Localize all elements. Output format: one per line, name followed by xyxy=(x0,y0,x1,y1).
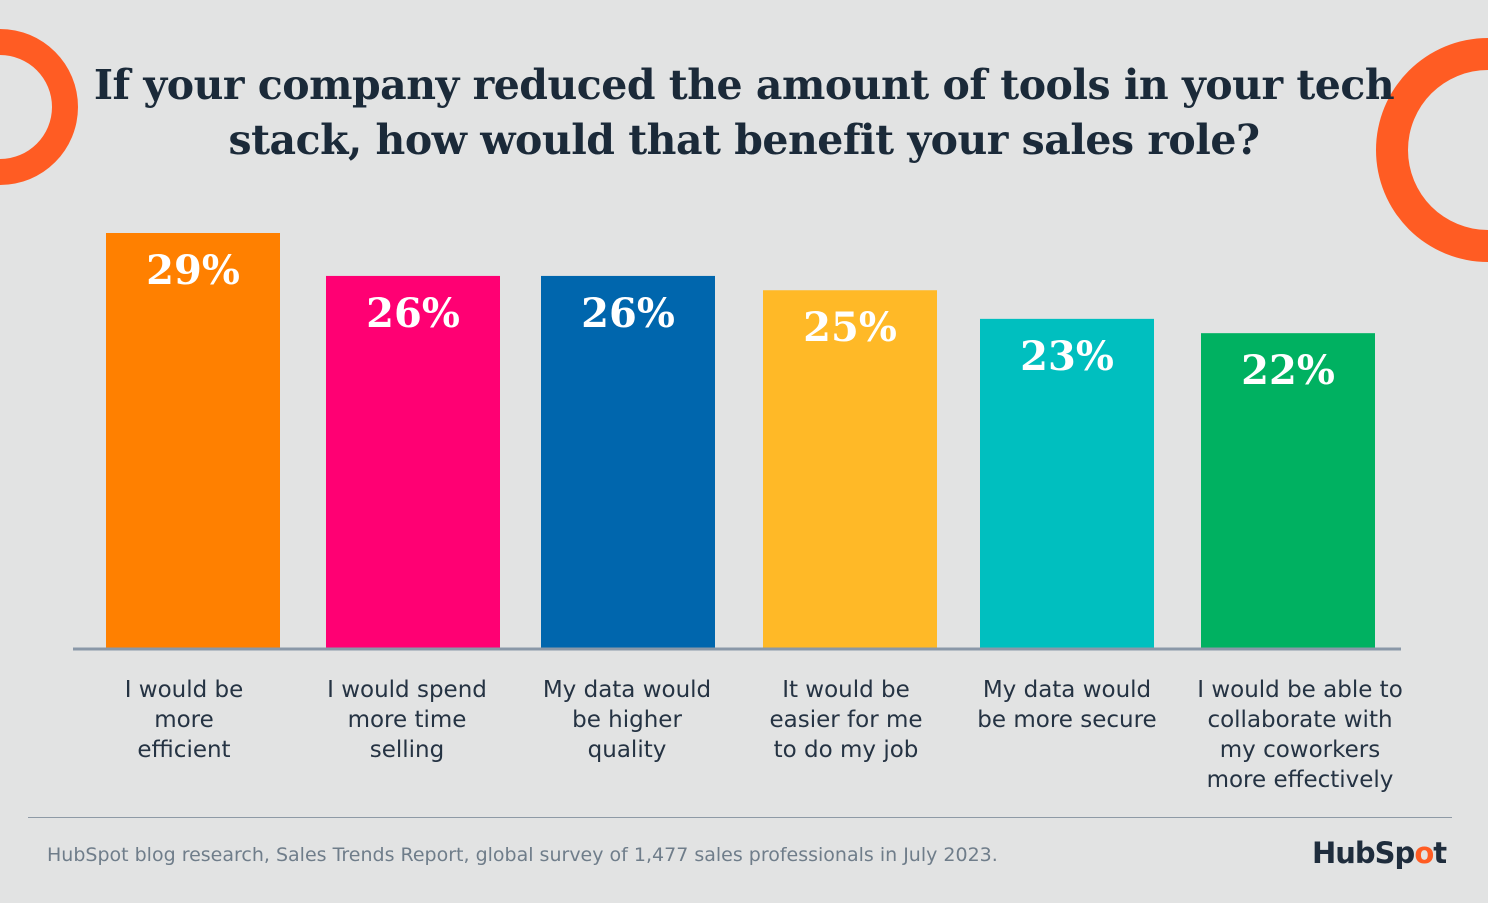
x-tick-label-line: I would be able to xyxy=(1197,677,1403,703)
bar xyxy=(106,233,280,648)
x-tick-label-line: My data would xyxy=(982,677,1152,703)
data-label: 26% xyxy=(581,290,675,337)
x-tick-label-line: more time xyxy=(347,707,467,733)
x-tick-label-line: collaborate with xyxy=(1207,707,1393,733)
x-tick-label-line: easier for me xyxy=(769,707,923,733)
x-tick-label: My data would be higher quality xyxy=(522,675,732,765)
chart-title: If your company reduced the amount of to… xyxy=(0,58,1488,168)
x-tick-label: My data would be more secure xyxy=(962,675,1172,735)
footer-divider xyxy=(28,817,1452,818)
x-tick-label-line: to do my job xyxy=(773,737,919,763)
x-tick-label-line: my coworkers xyxy=(1219,737,1381,763)
x-tick-label: I would be more efficient xyxy=(79,675,289,765)
title-line: If your company reduced the amount of to… xyxy=(93,61,1395,109)
data-label: 26% xyxy=(366,290,460,337)
x-tick-label-line: I would be xyxy=(124,677,244,703)
bar xyxy=(541,275,715,648)
data-label: 23% xyxy=(1020,333,1114,380)
bar xyxy=(980,318,1154,648)
bar xyxy=(1201,333,1375,648)
x-tick-label-line: be higher xyxy=(572,707,682,733)
x-tick-label-line: efficient xyxy=(137,737,231,763)
hubspot-logo: HubSpot xyxy=(1312,836,1447,870)
x-tick-label-line: I would spend xyxy=(327,677,487,703)
data-label: 29% xyxy=(146,247,240,294)
source-note: HubSpot blog research, Sales Trends Repo… xyxy=(47,844,998,866)
x-tick-label-line: selling xyxy=(369,737,445,763)
data-label: 25% xyxy=(803,304,897,351)
decorative-ring-left xyxy=(0,29,78,185)
x-tick-label-line: more xyxy=(154,707,214,733)
bar xyxy=(326,275,500,648)
x-tick-label-line: be more secure xyxy=(977,707,1157,733)
x-tick-label-line: It would be xyxy=(782,677,910,703)
x-tick-label-line: quality xyxy=(587,737,667,763)
x-tick-label: I would be able to collaborate with my cow… xyxy=(1195,675,1405,795)
data-label: 22% xyxy=(1241,347,1335,394)
x-tick-label-line: My data would xyxy=(542,677,712,703)
x-tick-label: It would be easier for me to do my job xyxy=(741,675,951,765)
x-tick-label: I would spend more time selling xyxy=(302,675,512,765)
title-line: stack, how would that benefit your sales… xyxy=(228,116,1260,164)
decorative-ring-right xyxy=(1376,38,1488,262)
bar xyxy=(763,290,937,648)
x-tick-label-line: more effectively xyxy=(1206,767,1394,793)
